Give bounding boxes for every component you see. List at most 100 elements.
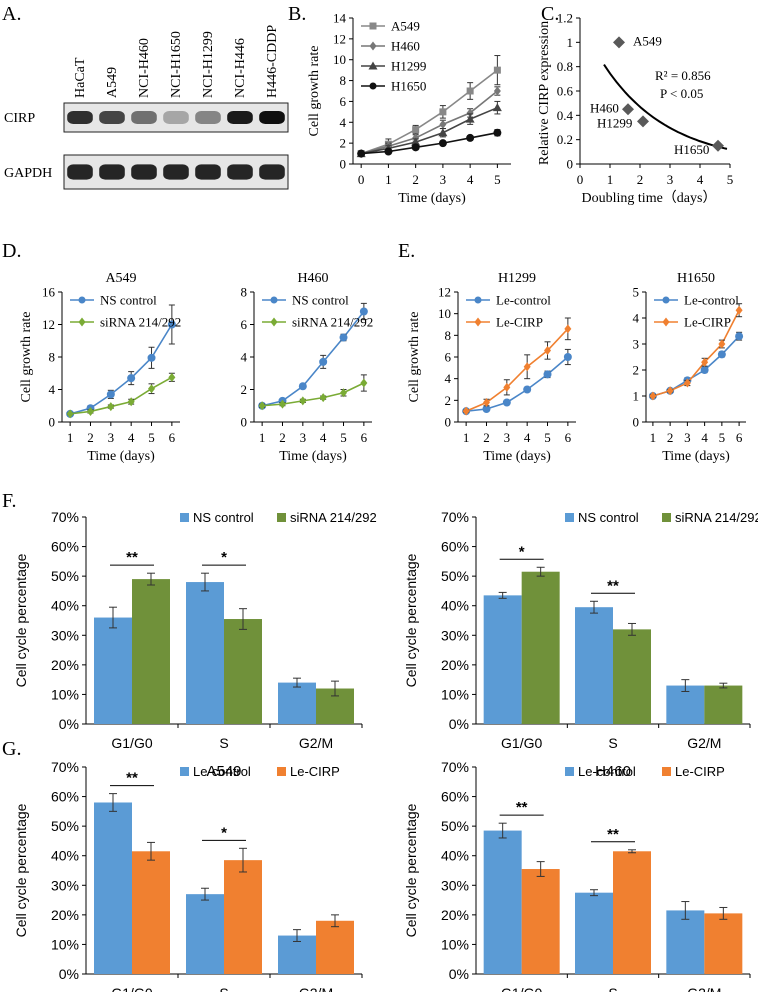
- y-tick-label: 60%: [51, 539, 79, 555]
- legend-swatch: [277, 767, 286, 776]
- data-point: [735, 332, 744, 341]
- x-tick-label: G2/M: [299, 735, 333, 751]
- blot-band: [163, 110, 189, 125]
- legend-label: Le-CIRP: [675, 764, 725, 779]
- data-point: [439, 108, 447, 116]
- bar-siRNA 214/292: [613, 629, 651, 724]
- legend-marker: [474, 317, 482, 327]
- y-tick-label: 0.4: [557, 108, 574, 123]
- x-tick-label: S: [608, 735, 617, 751]
- data-point: [523, 385, 532, 394]
- blot-band: [227, 164, 253, 180]
- lane-label: NCI-H446: [233, 38, 248, 98]
- y-tick-label: 12: [333, 31, 346, 46]
- x-axis-label: Doubling time（days）: [582, 190, 717, 206]
- y-tick-label: 40%: [51, 848, 79, 864]
- y-tick-label: 40%: [441, 848, 469, 864]
- y-tick-label: 20%: [51, 657, 79, 673]
- x-tick-label: 6: [169, 430, 176, 445]
- y-tick-label: 14: [333, 11, 347, 26]
- legend-marker: [270, 296, 278, 304]
- y-tick-label: 10: [438, 306, 451, 321]
- lane-label: NCI-H1299: [201, 31, 216, 98]
- legend-marker: [78, 296, 86, 304]
- data-point: [360, 378, 368, 388]
- series-line: [652, 335, 740, 397]
- data-point: [359, 307, 368, 316]
- y-tick-label: 70%: [51, 759, 79, 775]
- data-point: [66, 409, 74, 419]
- x-tick-label: G2/M: [299, 985, 333, 992]
- x-tick-label: 5: [727, 172, 734, 187]
- x-axis-label: Time (days): [398, 191, 466, 206]
- bar-Le-CIRP: [521, 869, 560, 974]
- series-line: [70, 376, 173, 415]
- lane-label: NCI-H1650: [169, 31, 184, 98]
- significance-stars: *: [519, 543, 525, 560]
- data-point: [613, 36, 625, 49]
- chart-G-H1299: 0% 10% 20% 30% 40% 50% 60% 70% Cell cycle percen…: [13, 759, 363, 992]
- y-tick-label: 16: [42, 285, 56, 300]
- legend-label: H1299: [391, 59, 426, 74]
- legend-swatch: [662, 513, 671, 522]
- y-axis-label: Cell cycle percentage: [13, 553, 29, 687]
- data-point: [622, 103, 634, 116]
- y-tick-label: 60%: [441, 789, 469, 805]
- x-tick-label: G1/G0: [501, 985, 542, 992]
- y-tick-label: 60%: [441, 539, 469, 555]
- y-tick-label: 0.2: [557, 132, 573, 147]
- data-point: [357, 149, 366, 158]
- data-point: [278, 399, 286, 409]
- bar-NS control: [575, 607, 613, 724]
- y-tick-label: 4: [49, 382, 56, 397]
- y-axis-label: Cell growth rate: [407, 312, 422, 403]
- x-tick-label: 5: [340, 430, 347, 445]
- legend-label: Le-control: [496, 293, 551, 308]
- series-line: [69, 324, 173, 415]
- x-tick-label: 3: [684, 430, 691, 445]
- data-point: [127, 374, 136, 383]
- y-tick-label: 6: [340, 94, 347, 109]
- data-point: [438, 139, 447, 148]
- blot-band: [99, 164, 125, 180]
- data-point: [717, 350, 726, 359]
- blot-band: [195, 164, 221, 180]
- bar-Le-control: [666, 910, 705, 974]
- chart-title: A549: [105, 271, 136, 286]
- legend-label: NS control: [578, 510, 639, 525]
- x-tick-label: 0: [358, 172, 365, 187]
- data-point: [438, 128, 448, 137]
- bar-NS control: [278, 682, 316, 724]
- data-point: [718, 339, 726, 349]
- legend-label: siRNA 214/292: [290, 510, 377, 525]
- series-line: [360, 69, 498, 155]
- p-value-label: P < 0.05: [660, 86, 703, 101]
- western-blot: HaCaT A549 NCI-H460 NCI-H1650 NCI-H1299 NCI-H…: [4, 25, 289, 190]
- legend-marker: [474, 296, 482, 304]
- significance-stars: *: [221, 824, 227, 841]
- y-tick-label: 20%: [441, 907, 469, 923]
- series-Le-CIRP: Le-CIRP: [649, 303, 743, 401]
- y-axis-label: Cell growth rate: [307, 46, 322, 137]
- x-axis-label: Time (days): [483, 449, 551, 464]
- legend-label: A549: [391, 19, 420, 34]
- x-tick-label: 3: [504, 430, 511, 445]
- data-point: [683, 378, 691, 388]
- y-tick-label: 4: [633, 311, 640, 326]
- x-tick-label: 0: [577, 172, 584, 187]
- series-line: [466, 356, 569, 412]
- significance-stars: **: [607, 577, 619, 594]
- data-point: [482, 405, 491, 413]
- y-tick-label: 10%: [51, 686, 79, 702]
- data-point: [564, 324, 572, 334]
- y-tick-label: 30%: [51, 627, 79, 643]
- x-tick-label: 3: [300, 430, 307, 445]
- x-tick-label: 3: [108, 430, 115, 445]
- x-tick-label: 4: [320, 430, 327, 445]
- y-tick-label: 4: [340, 115, 347, 130]
- blot-band: [227, 110, 253, 125]
- x-axis-label: Time (days): [662, 449, 730, 464]
- panel-letter-a: A.: [2, 3, 21, 25]
- chart-G-H1650: 0% 10% 20% 30% 40% 50% 60% 70% Cell cycle percen…: [403, 759, 751, 992]
